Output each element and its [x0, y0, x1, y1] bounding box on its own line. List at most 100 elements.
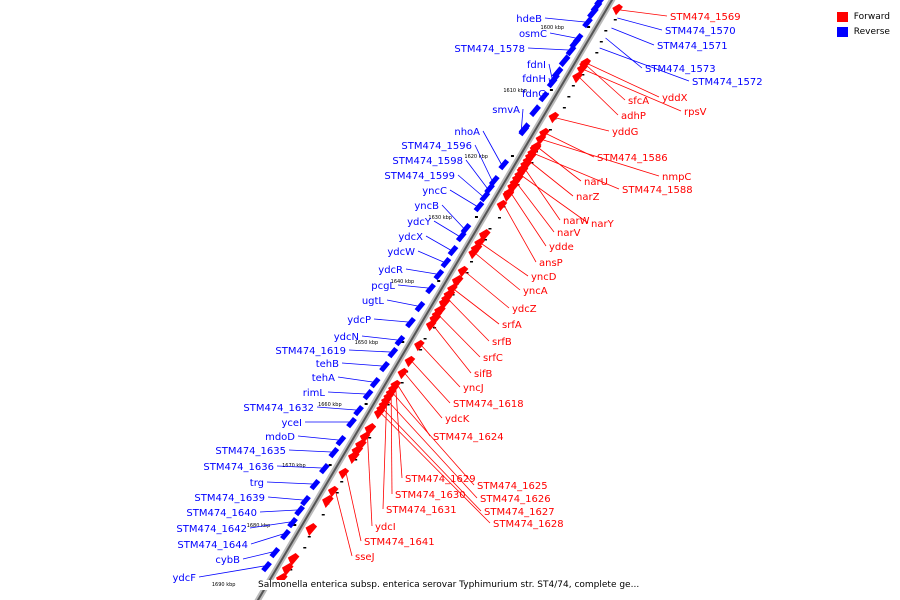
- reverse-gene-leader: [361, 335, 398, 341]
- forward-gene-label: sfcA: [628, 96, 649, 107]
- reverse-gene-block: [287, 516, 298, 529]
- forward-gene-leader: [504, 205, 537, 263]
- forward-gene-label: srfC: [483, 353, 503, 364]
- reverse-gene-label: fdnH: [522, 74, 546, 85]
- forward-gene-label: srfA: [502, 320, 522, 331]
- forward-gene-block: [470, 242, 483, 257]
- forward-gene-label: STM474_1628: [493, 519, 564, 530]
- feature-dash: [571, 85, 575, 87]
- reverse-gene-leader: [276, 465, 322, 469]
- feature-dash: [307, 536, 311, 538]
- feature-dash: [483, 239, 487, 241]
- reverse-gene-leader: [198, 565, 265, 578]
- reverse-gene-block: [335, 434, 347, 447]
- forward-gene-label: ydcK: [445, 414, 470, 425]
- forward-gene-label: STM474_1627: [484, 507, 555, 518]
- forward-gene-label: STM474_1569: [670, 12, 741, 23]
- reverse-gene-block: [529, 104, 541, 118]
- forward-gene-label: STM474_1586: [597, 153, 668, 164]
- reverse-gene-block: [414, 300, 426, 313]
- reverse-gene-label: STM474_1640: [186, 508, 257, 519]
- forward-gene-label: srfB: [492, 337, 512, 348]
- reverse-gene-leader: [386, 299, 418, 307]
- reverse-gene-block: [319, 462, 330, 475]
- reverse-gene-label: fdnI: [527, 60, 546, 71]
- reverse-gene-block: [447, 244, 459, 257]
- reverse-gene-label: ydcX: [398, 232, 423, 243]
- reverse-gene-block: [538, 90, 550, 103]
- reverse-gene-label: mdoD: [265, 432, 295, 443]
- reverse-gene-leader: [441, 204, 464, 229]
- forward-gene-label: narU: [584, 177, 608, 188]
- reverse-gene-block: [309, 478, 321, 491]
- forward-gene-block: [404, 355, 416, 368]
- reverse-gene-leader: [242, 551, 273, 560]
- reverse-gene-label: rimL: [303, 388, 326, 399]
- tick-label: 1640 kbp: [391, 279, 415, 285]
- reverse-gene-block: [546, 76, 558, 89]
- forward-gene-label: sseJ: [355, 552, 375, 563]
- legend-forward-label: Forward: [853, 11, 890, 22]
- forward-gene-label: narZ: [576, 192, 600, 203]
- forward-gene-label: narY: [591, 219, 615, 230]
- reverse-gene-block: [582, 16, 593, 29]
- forward-gene-leader: [543, 139, 660, 177]
- reverse-gene-block: [498, 158, 510, 171]
- reverse-gene-label: STM474_1644: [177, 540, 248, 551]
- feature-dash: [548, 129, 552, 131]
- reverse-gene-label: ydcN: [334, 332, 359, 343]
- forward-gene-block: [287, 552, 300, 567]
- forward-gene-label: ydcZ: [512, 304, 537, 315]
- forward-gene-label: rpsV: [684, 107, 707, 118]
- feature-dash: [289, 569, 293, 571]
- feature-dash: [567, 96, 571, 98]
- forward-gene-label: STM474_1588: [622, 185, 693, 196]
- forward-gene-block: [414, 339, 425, 352]
- reverse-gene-leader: [373, 318, 409, 323]
- forward-gene-label: STM474_1618: [453, 399, 524, 410]
- reverse-gene-label: STM474_1619: [275, 346, 346, 357]
- tick-mark: [401, 341, 405, 343]
- feature-dash: [595, 52, 599, 54]
- forward-gene-leader: [395, 389, 403, 479]
- reverse-gene-label: STM474_1596: [401, 141, 472, 152]
- forward-gene-label: yncD: [531, 272, 557, 283]
- reverse-gene-label: trg: [250, 478, 264, 489]
- reverse-gene-label: STM474_1632: [243, 403, 314, 414]
- feature-dash: [470, 261, 474, 263]
- forward-gene-leader: [393, 393, 475, 486]
- reverse-gene-label: STM474_1572: [692, 77, 763, 88]
- feature-dash: [354, 459, 358, 461]
- feature-dash: [497, 217, 501, 219]
- forward-gene-block: [348, 450, 360, 465]
- forward-gene-block: [502, 188, 515, 203]
- reverse-gene-label: ydcF: [172, 573, 196, 584]
- feature-dash: [386, 404, 390, 406]
- forward-gene-label: ydde: [549, 242, 574, 253]
- reverse-gene-label: yncC: [422, 186, 447, 197]
- sequence-caption: Salmonella enterica subsp. enterica sero…: [256, 580, 642, 590]
- reverse-swatch: [836, 26, 848, 37]
- forward-gene-leader: [517, 183, 555, 233]
- reverse-gene-leader: [482, 130, 502, 165]
- forward-gene-leader: [511, 193, 547, 247]
- tick-mark: [293, 524, 297, 526]
- feature-dash: [488, 228, 492, 230]
- forward-gene-leader: [433, 325, 472, 374]
- tick-label: 1600 kbp: [541, 25, 565, 31]
- forward-gene-leader: [367, 437, 373, 527]
- forward-gene-leader: [421, 345, 461, 388]
- forward-gene-label: STM474_1625: [477, 481, 548, 492]
- reverse-gene-leader: [527, 47, 569, 51]
- forward-gene-block: [479, 228, 491, 243]
- reverse-gene-label: nhoA: [454, 127, 480, 138]
- reverse-gene-leader: [611, 27, 655, 46]
- forward-gene-leader: [345, 473, 362, 542]
- reverse-gene-block: [569, 36, 582, 50]
- reverse-gene-leader: [417, 250, 444, 263]
- reverse-gene-block: [269, 546, 281, 559]
- forward-gene-label: yncJ: [463, 383, 484, 394]
- forward-gene-leader: [588, 63, 660, 98]
- feature-dash: [604, 30, 608, 32]
- tick-mark: [437, 280, 441, 282]
